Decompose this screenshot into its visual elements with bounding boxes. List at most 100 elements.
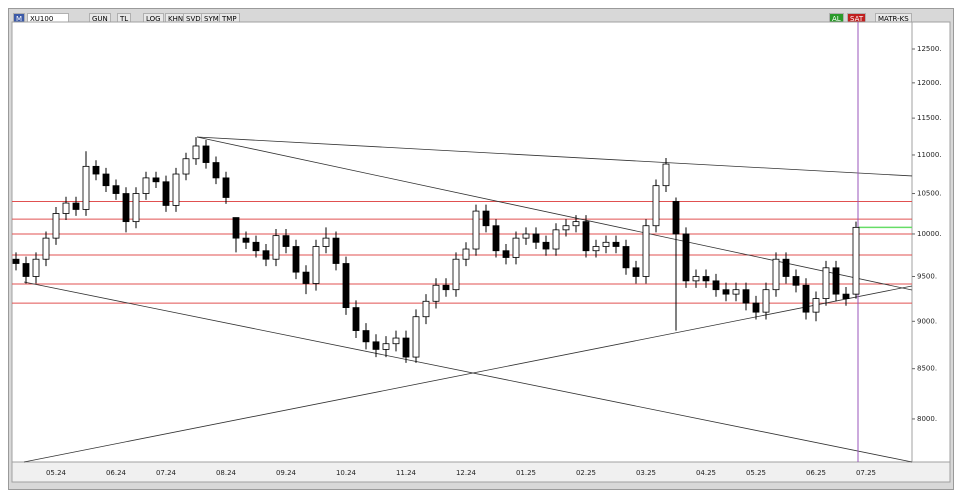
candle-body [732,289,740,295]
candle-body [662,163,670,187]
y-axis-panel [911,21,951,463]
candle-body [232,217,240,239]
candle-body [562,225,570,231]
x-tick-label: 01.25 [516,469,536,477]
trend-line [196,136,913,177]
candle-body [582,221,590,252]
candle-body [642,225,650,277]
candle-body [502,250,510,258]
x-tick-label: 06.25 [806,469,826,477]
x-axis-panel [11,461,951,483]
candle-body [72,202,80,210]
y-tick-label: 12000. [917,79,942,87]
x-tick-label: 09.24 [276,469,297,477]
candle-body [192,145,200,160]
candle-body [612,241,620,247]
candle-body [812,298,820,313]
x-tick-label: 05.24 [46,469,67,477]
candle-body [752,302,760,313]
candle-body [622,246,630,269]
candle-body [342,263,350,309]
candle-body [22,263,30,277]
candle-body [442,284,450,291]
candle-body [12,258,20,264]
candle-body [212,162,220,179]
candle-body [282,235,290,247]
candle-body [392,337,400,345]
candle-body [302,271,310,284]
trend-line [23,281,913,463]
candle-body [852,226,860,295]
candle-body [712,280,720,291]
candle-body [382,343,390,350]
candle-body [122,193,130,223]
candle-body [222,177,230,198]
candle-body [462,248,470,260]
candle-body [402,337,410,358]
x-tick-label: 11.24 [396,469,417,477]
candle-body [472,210,480,250]
x-tick-label: 03.25 [636,469,656,477]
candle-body [842,293,850,299]
candle-body [632,267,640,277]
plot-area [11,21,913,463]
candle-body [262,250,270,260]
candle-body [422,300,430,318]
candle-body [322,237,330,247]
x-tick-label: 07.25 [856,469,876,477]
candle-body [242,237,250,243]
candle-body [352,307,360,331]
candle-body [542,241,550,250]
candle-body [602,241,610,247]
candle-body [692,276,700,282]
candle-body [82,165,90,210]
candle-body [572,221,580,227]
candle-body [52,213,60,239]
candle-body [792,276,800,286]
y-tick-label: 10000. [917,230,942,238]
candle-body [172,173,180,206]
candle-body [62,202,70,214]
candle-body [92,165,100,175]
candle-body [532,233,540,243]
x-tick-label: 06.24 [106,469,127,477]
candle-body [762,289,770,313]
candle-body [372,341,380,350]
trend-line [23,285,913,463]
candle-body [592,246,600,252]
x-tick-label: 12.24 [456,469,477,477]
y-tick-label: 12500. [917,45,942,53]
candle-body [482,210,490,227]
candle-body [132,193,140,223]
candle-body [112,185,120,194]
candle-body [552,229,560,250]
candle-body [682,233,690,282]
candle-body [202,145,210,163]
candle-body [512,237,520,258]
candle-body [522,233,530,239]
candle-body [782,258,790,277]
candle-body [832,267,840,295]
candle-body [802,284,810,313]
candle-body [822,267,830,299]
x-tick-label: 10.24 [336,469,357,477]
candle-body [772,258,780,291]
candle-body [312,246,320,284]
candle-body [182,158,190,175]
candle-body [672,201,680,235]
y-tick-label: 9500. [917,272,937,280]
y-tick-label: 9000. [917,317,937,325]
trend-line [196,136,913,291]
candle-body [42,237,50,260]
candle-body [292,246,300,273]
candle-body [332,237,340,264]
y-tick-label: 8000. [917,415,937,423]
y-tick-label: 11000. [917,151,942,159]
candle-body [492,225,500,252]
candle-body [252,241,260,252]
candle-body [412,316,420,358]
candle-body [722,289,730,295]
x-tick-label: 04.25 [696,469,716,477]
candle-body [142,177,150,194]
